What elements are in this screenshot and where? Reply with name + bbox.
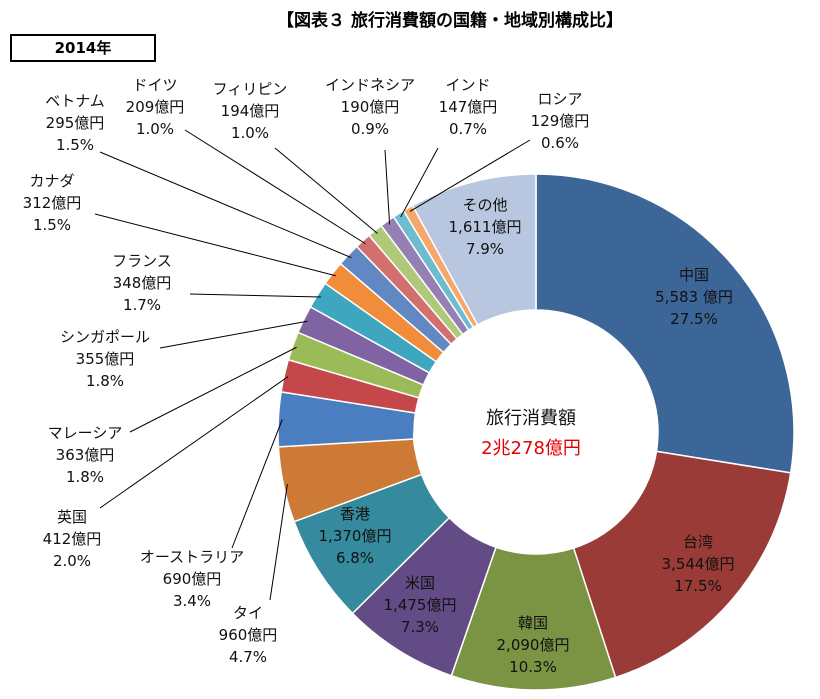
slice-15-name: インドネシア <box>325 76 415 94</box>
slice-7-name: 英国 <box>57 508 87 526</box>
slice-9-name: シンガポール <box>60 328 150 346</box>
slice-18-percent: 7.9% <box>466 240 504 258</box>
leader-lines-group <box>94 129 531 601</box>
slice-1-value: 3,544億円 <box>662 555 735 573</box>
slice-12-name: ベトナム <box>45 92 105 110</box>
slice-13-percent: 1.0% <box>136 120 174 138</box>
slice-3-name: 米国 <box>405 574 435 592</box>
slice-10-name: フランス <box>112 252 172 270</box>
leader-line-14 <box>274 147 378 234</box>
slice-10-value: 348億円 <box>113 274 172 292</box>
slice-17-percent: 0.6% <box>541 134 579 152</box>
leader-line-13 <box>184 129 366 245</box>
slice-0 <box>535 173 795 474</box>
slice-13-name: ドイツ <box>132 76 177 94</box>
slice-16-percent: 0.7% <box>449 120 487 138</box>
slice-0-value: 5,583 億円 <box>655 288 733 306</box>
labels-group: 中国 5,583 億円 27.5% 台湾 3,544億円 17.5% 韓国 2,090億円 10… <box>23 76 735 676</box>
slice-6-name: オーストラリア <box>140 548 244 566</box>
leader-line-10 <box>189 293 321 298</box>
slice-16-value: 147億円 <box>439 98 498 116</box>
leader-line-7 <box>99 376 289 509</box>
slice-15-percent: 0.9% <box>351 120 389 138</box>
slice-13-value: 209億円 <box>126 98 185 116</box>
slice-6-percent: 3.4% <box>173 592 211 610</box>
slice-1-name: 台湾 <box>683 533 713 551</box>
slice-4-value: 1,370億円 <box>319 527 392 545</box>
slice-8-value: 363億円 <box>56 446 115 464</box>
slice-5-value: 960億円 <box>219 626 278 644</box>
slice-12-value: 295億円 <box>46 114 105 132</box>
leader-line-8 <box>129 346 297 433</box>
slice-18-value: 1,611億円 <box>449 218 522 236</box>
slice-7-value: 412億円 <box>43 530 102 548</box>
slice-6-value: 690億円 <box>163 570 222 588</box>
leader-line-17 <box>409 139 531 212</box>
slice-14-name: フィリピン <box>213 80 288 98</box>
slice-9-value: 355億円 <box>76 350 135 368</box>
leader-line-6 <box>231 419 283 549</box>
slice-1 <box>572 450 792 679</box>
chart-title: 【図表３ 旅行消費額の国籍・地域別構成比】 <box>277 11 623 31</box>
slice-15-value: 190億円 <box>341 98 400 116</box>
slice-8-percent: 1.8% <box>66 468 104 486</box>
slice-17-value: 129億円 <box>531 112 590 130</box>
slice-2-name: 韓国 <box>518 614 548 632</box>
slice-9-percent: 1.8% <box>86 372 124 390</box>
slice-17-name: ロシア <box>537 90 582 108</box>
slice-5-percent: 4.7% <box>229 648 267 666</box>
leader-line-9 <box>159 320 308 349</box>
slice-3-percent: 7.3% <box>401 618 439 636</box>
donut-hole <box>413 360 649 516</box>
slice-12-percent: 1.5% <box>56 136 94 154</box>
slice-4-percent: 6.8% <box>336 549 374 567</box>
slice-1-percent: 17.5% <box>674 577 722 595</box>
slice-0-name: 中国 <box>679 266 709 284</box>
slice-3-value: 1,475億円 <box>384 596 457 614</box>
slice-11-value: 312億円 <box>23 194 82 212</box>
slice-18-name: その他 <box>462 196 507 214</box>
slice-14-percent: 1.0% <box>231 124 269 142</box>
leader-line-11 <box>94 213 336 277</box>
slice-11-name: カナダ <box>29 172 74 190</box>
slice-8-name: マレーシア <box>48 424 123 442</box>
slice-11-percent: 1.5% <box>33 216 71 234</box>
leader-line-15 <box>384 149 391 225</box>
leader-line-5 <box>269 483 288 601</box>
center-value: 2兆278億円 <box>481 438 581 459</box>
leader-line-16 <box>400 147 439 218</box>
leader-line-12 <box>99 151 352 259</box>
slice-2-value: 2,090億円 <box>497 636 570 654</box>
slice-14-value: 194億円 <box>221 102 280 120</box>
slice-10-percent: 1.7% <box>123 296 161 314</box>
slice-5-name: タイ <box>233 604 263 622</box>
slices-group <box>277 173 795 691</box>
slice-2-percent: 10.3% <box>509 658 557 676</box>
slice-7-percent: 2.0% <box>53 552 91 570</box>
slice-4-name: 香港 <box>340 505 370 523</box>
center-label: 旅行消費額 <box>486 408 576 429</box>
slice-16-name: インド <box>445 76 490 94</box>
year-label: 2014年 <box>10 34 156 62</box>
slice-0-percent: 27.5% <box>670 310 718 328</box>
